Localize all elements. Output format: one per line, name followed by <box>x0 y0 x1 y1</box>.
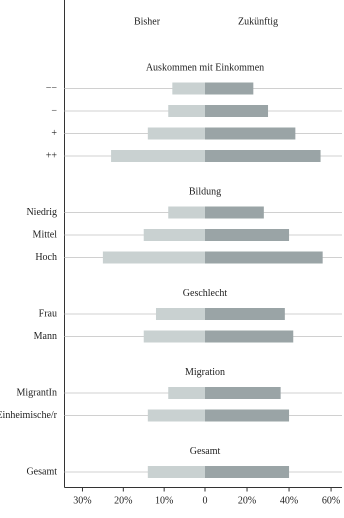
bar-bisher <box>111 150 205 162</box>
series-header: Zukünftig <box>238 16 278 27</box>
x-tick-label: 10% <box>155 495 173 506</box>
group-title: Migration <box>185 367 225 378</box>
bar-bisher <box>168 387 205 399</box>
category-label: Mann <box>34 331 57 342</box>
bar-zukuenftig <box>205 330 294 343</box>
category-label: Gesamt <box>26 466 57 477</box>
category-label: − <box>51 105 57 116</box>
bar-zukuenftig <box>205 409 290 422</box>
bar-bisher <box>102 251 205 264</box>
bar-bisher <box>168 105 205 117</box>
bar-zukuenftig <box>205 105 269 117</box>
bar-zukuenftig <box>205 127 296 140</box>
bar-bisher <box>143 330 205 343</box>
category-label: Frau <box>39 308 57 319</box>
bar-bisher <box>143 229 205 241</box>
group-title: Geschlecht <box>183 288 228 299</box>
group-title: Auskommen mit Einkommen <box>146 62 264 73</box>
category-label: Einheimische/r <box>0 410 58 421</box>
bar-bisher <box>147 409 205 422</box>
group-title: Gesamt <box>190 446 221 457</box>
bar-zukuenftig <box>205 251 323 264</box>
bar-zukuenftig <box>205 150 321 162</box>
bar-bisher <box>172 82 205 95</box>
bar-bisher <box>168 206 205 219</box>
bar-zukuenftig <box>205 387 281 399</box>
category-label: −− <box>46 83 58 94</box>
bar-zukuenftig <box>205 308 285 320</box>
x-tick-label: 0 <box>203 495 208 506</box>
series-header: Bisher <box>134 16 161 27</box>
bar-bisher <box>147 466 205 478</box>
x-tick-label: 40% <box>280 495 298 506</box>
bar-zukuenftig <box>205 82 254 95</box>
group-title: Bildung <box>189 186 221 197</box>
category-label: ++ <box>46 150 58 161</box>
x-tick-label: 60% <box>322 495 340 506</box>
x-tick-label: 20% <box>238 495 256 506</box>
x-tick-label: 30% <box>73 495 91 506</box>
bar-zukuenftig <box>205 229 290 241</box>
category-label: MigrantIn <box>16 387 57 398</box>
category-label: Hoch <box>35 252 57 263</box>
bar-bisher <box>147 127 205 140</box>
category-label: + <box>51 128 57 139</box>
category-label: Niedrig <box>26 207 57 218</box>
bar-zukuenftig <box>205 206 264 219</box>
bar-zukuenftig <box>205 466 290 478</box>
bar-bisher <box>155 308 205 320</box>
category-label: Mittel <box>33 229 58 240</box>
x-tick-label: 20% <box>114 495 132 506</box>
